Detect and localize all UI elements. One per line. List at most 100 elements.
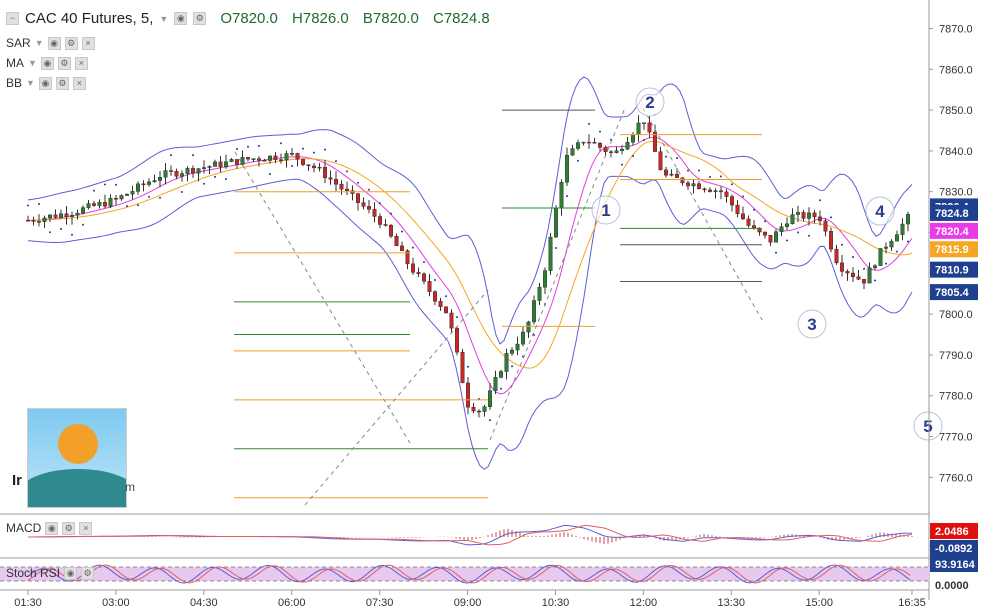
candle-body (878, 248, 883, 266)
sar-dot (621, 163, 623, 166)
candle-body (438, 300, 443, 307)
candle-body (493, 377, 498, 391)
close-icon[interactable]: × (72, 76, 86, 90)
sar-dot (709, 175, 711, 178)
sar-dot (456, 316, 458, 319)
sar-dot (357, 181, 359, 184)
candle-body (466, 382, 471, 408)
wave-label-circle (797, 309, 827, 339)
close-icon[interactable]: × (81, 36, 95, 50)
candle-body (141, 183, 146, 186)
candle-body (190, 168, 195, 174)
sar-dot (126, 205, 128, 208)
y-tick-label: 7860.0 (939, 64, 973, 76)
candle-body (389, 225, 394, 237)
visibility-icon[interactable]: ◉ (38, 76, 52, 90)
wave-label-circle (865, 196, 895, 226)
candle-body (119, 195, 124, 200)
sar-dot (841, 243, 843, 246)
sar-dot (181, 190, 183, 193)
price-plot-area[interactable] (0, 76, 929, 591)
time-axis[interactable]: 01:30 03:00 04:30 06:00 07:30 09:00 10:30 12:00… (14, 590, 926, 609)
candle-body (895, 234, 900, 242)
badge-text: 7805.4 (935, 287, 970, 299)
candle-body (179, 173, 184, 177)
candle-body (152, 180, 157, 183)
high-value: H7826.0 (292, 10, 349, 27)
candle-body (774, 231, 779, 243)
y-tick-label: 7830.0 (939, 187, 973, 199)
indicator-bb[interactable]: BB ▼ ◉ ⚙ × (6, 76, 86, 90)
sar-dot (753, 208, 755, 211)
wave-label-5: 5 (913, 411, 943, 441)
close-icon[interactable]: × (74, 56, 88, 70)
candle-body (735, 204, 740, 214)
x-tick-label: 07:30 (366, 597, 394, 609)
sar-dot (434, 279, 436, 282)
sar-dot (720, 175, 722, 178)
settings-icon[interactable]: ⚙ (55, 76, 69, 90)
stoch-header[interactable]: Stoch RSI ◉ ⚙ (6, 566, 95, 580)
candle-body (521, 331, 526, 345)
settings-icon[interactable]: ⚙ (57, 56, 71, 70)
y-tick-label: 7800.0 (939, 309, 973, 321)
wave-label-circle (591, 195, 621, 225)
stoch-rsi-panel[interactable] (0, 564, 929, 584)
candle-body (708, 189, 713, 192)
badge-background (930, 540, 978, 556)
sar-dot (511, 365, 513, 368)
collapse-icon[interactable]: − (6, 12, 19, 25)
chevron-down-icon[interactable]: ▼ (159, 13, 169, 24)
badge-background (930, 523, 978, 539)
wave-label-4: 4 (865, 196, 895, 226)
visibility-icon[interactable]: ◉ (47, 36, 61, 50)
price-badge: 7824.8 (930, 204, 978, 221)
sar-dot (379, 202, 381, 205)
indicator-label: BB (6, 76, 23, 90)
indicator-label: SAR (6, 36, 31, 50)
visibility-icon[interactable]: ◉ (45, 521, 59, 535)
close-icon[interactable]: × (79, 521, 93, 535)
symbol-title[interactable]: CAC 40 Futures, 5, (25, 10, 154, 27)
sar-dot (82, 223, 84, 226)
sar-dot (324, 148, 326, 151)
sar-dot (302, 147, 304, 150)
chevron-down-icon[interactable]: ▼ (34, 38, 44, 48)
settings-icon[interactable]: ⚙ (64, 36, 78, 50)
sar-dot (577, 159, 579, 162)
candle-body (31, 220, 36, 222)
candle-body (59, 213, 64, 218)
candle-body (801, 212, 806, 219)
candle-body (449, 312, 454, 329)
candle-body (146, 181, 151, 185)
candle-body (807, 212, 812, 219)
candle-body (411, 263, 416, 273)
sar-dot (797, 231, 799, 234)
candle-body (669, 173, 674, 176)
indicator-sar[interactable]: SAR ▼ ◉ ⚙ × (6, 36, 95, 50)
chevron-down-icon[interactable]: ▼ (26, 78, 35, 88)
candle-body (367, 206, 372, 210)
candle-body (306, 164, 311, 167)
indicator-ma[interactable]: MA ▼ ◉ ⚙ × (6, 56, 88, 70)
macd-header[interactable]: MACD ◉ ⚙ × (6, 521, 93, 535)
candle-body (867, 267, 872, 284)
settings-icon[interactable]: ⚙ (62, 521, 76, 535)
sar-dot (346, 170, 348, 173)
sar-dot (335, 160, 337, 163)
sar-dot (775, 251, 777, 254)
candle-body (372, 209, 377, 217)
candle-body (763, 231, 768, 236)
macd-panel[interactable] (27, 524, 913, 546)
visibility-icon[interactable]: ◉ (64, 566, 78, 580)
settings-icon[interactable]: ⚙ (81, 566, 95, 580)
sar-dot (225, 178, 227, 181)
settings-icon[interactable]: ⚙ (193, 12, 207, 25)
chevron-down-icon[interactable]: ▼ (28, 58, 37, 68)
visibility-icon[interactable]: ◉ (174, 12, 188, 25)
wave-connector-line (642, 107, 763, 321)
candle-body (675, 173, 680, 179)
visibility-icon[interactable]: ◉ (40, 56, 54, 70)
bollinger-upper-line (27, 76, 913, 345)
